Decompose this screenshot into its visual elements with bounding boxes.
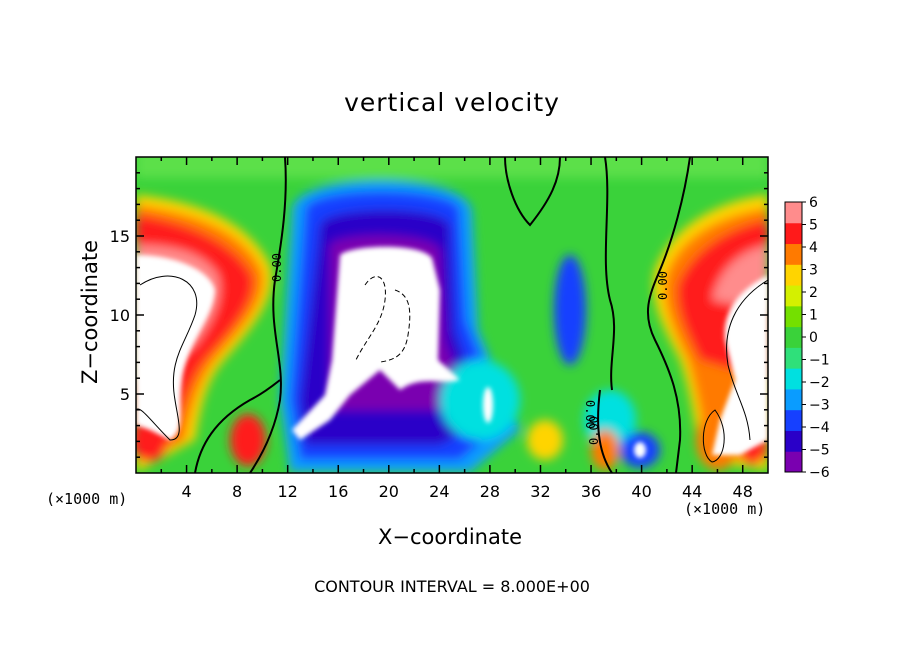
chart-title: vertical velocity bbox=[344, 88, 560, 117]
colorbar-label: −6 bbox=[809, 465, 830, 481]
colorbar-swatch bbox=[785, 305, 802, 328]
y-axis-tick-labels: 5 10 15 bbox=[110, 227, 130, 404]
colorbar-label: 4 bbox=[809, 240, 818, 256]
colorbar-swatch bbox=[785, 368, 802, 390]
colorbar-swatch bbox=[785, 347, 802, 369]
contour-interval-note: CONTOUR INTERVAL = 8.000E+00 bbox=[314, 577, 590, 596]
colorbar-swatch bbox=[785, 409, 802, 431]
contour-label-group: 0.00 0.00 0.00 0.00 bbox=[270, 253, 670, 445]
x-tick-label: 12 bbox=[278, 482, 298, 501]
x-axis-tick-labels: 4 8 12 16 20 24 28 32 36 40 44 48 bbox=[181, 482, 752, 501]
colorbar-swatch bbox=[785, 264, 802, 286]
x-tick-label: 44 bbox=[682, 482, 702, 501]
x-tick-label: 24 bbox=[429, 482, 449, 501]
colorbar-label: −2 bbox=[809, 375, 830, 391]
colorbar-label: 3 bbox=[809, 263, 818, 279]
y-tick-label: 15 bbox=[110, 227, 130, 246]
colorbar-label: 0 bbox=[809, 330, 818, 346]
colorbar-swatch bbox=[785, 388, 802, 411]
x-units-label-left: (×1000 m) bbox=[46, 490, 128, 508]
x-units-label-right: (×1000 m) bbox=[684, 500, 766, 518]
x-axis-label: X−coordinate bbox=[378, 525, 522, 549]
x-tick-label: 48 bbox=[733, 482, 753, 501]
colorbar-label: −3 bbox=[809, 398, 830, 414]
contour-label: 0.00 bbox=[656, 271, 670, 300]
y-axis-label: Z−coordinate bbox=[78, 240, 102, 384]
colorbar-label: −5 bbox=[809, 443, 830, 459]
colorbar-label: 5 bbox=[809, 218, 818, 234]
x-tick-label: 16 bbox=[328, 482, 348, 501]
x-tick-label: 28 bbox=[480, 482, 500, 501]
colorbar-label: 6 bbox=[809, 195, 818, 211]
x-tick-label: 4 bbox=[181, 482, 191, 501]
colorbar-swatch bbox=[785, 451, 802, 473]
x-tick-label: 40 bbox=[631, 482, 651, 501]
heatmap-field bbox=[136, 157, 768, 473]
contour-label: 0.00 bbox=[583, 400, 597, 429]
colorbar-swatch bbox=[785, 222, 802, 245]
y-tick-label: 10 bbox=[110, 306, 130, 325]
x-tick-label: 36 bbox=[581, 482, 601, 501]
x-axis-ticks bbox=[160, 157, 744, 473]
colorbar-label: −1 bbox=[809, 353, 830, 369]
colorbar-labels: 6 5 4 3 2 1 0 −1 −2 −3 −4 −5 −6 bbox=[809, 195, 830, 481]
colorbar-swatch bbox=[785, 243, 802, 265]
colorbar-swatch bbox=[785, 285, 802, 307]
colorbar bbox=[784, 201, 806, 473]
colorbar-label: 1 bbox=[809, 308, 818, 324]
y-tick-label: 5 bbox=[120, 385, 130, 404]
x-tick-label: 8 bbox=[232, 482, 242, 501]
x-tick-label: 20 bbox=[379, 482, 399, 501]
x-tick-label: 32 bbox=[530, 482, 550, 501]
colorbar-label: 2 bbox=[809, 285, 818, 301]
colorbar-label: −4 bbox=[809, 420, 830, 436]
contour-label: 0.00 bbox=[270, 253, 284, 282]
colorbar-swatch bbox=[785, 430, 802, 452]
colorbar-swatch bbox=[785, 326, 802, 348]
y-axis-ticks bbox=[136, 172, 768, 458]
contour-label: 0.00 bbox=[587, 416, 601, 445]
colorbar-swatch bbox=[785, 202, 802, 224]
